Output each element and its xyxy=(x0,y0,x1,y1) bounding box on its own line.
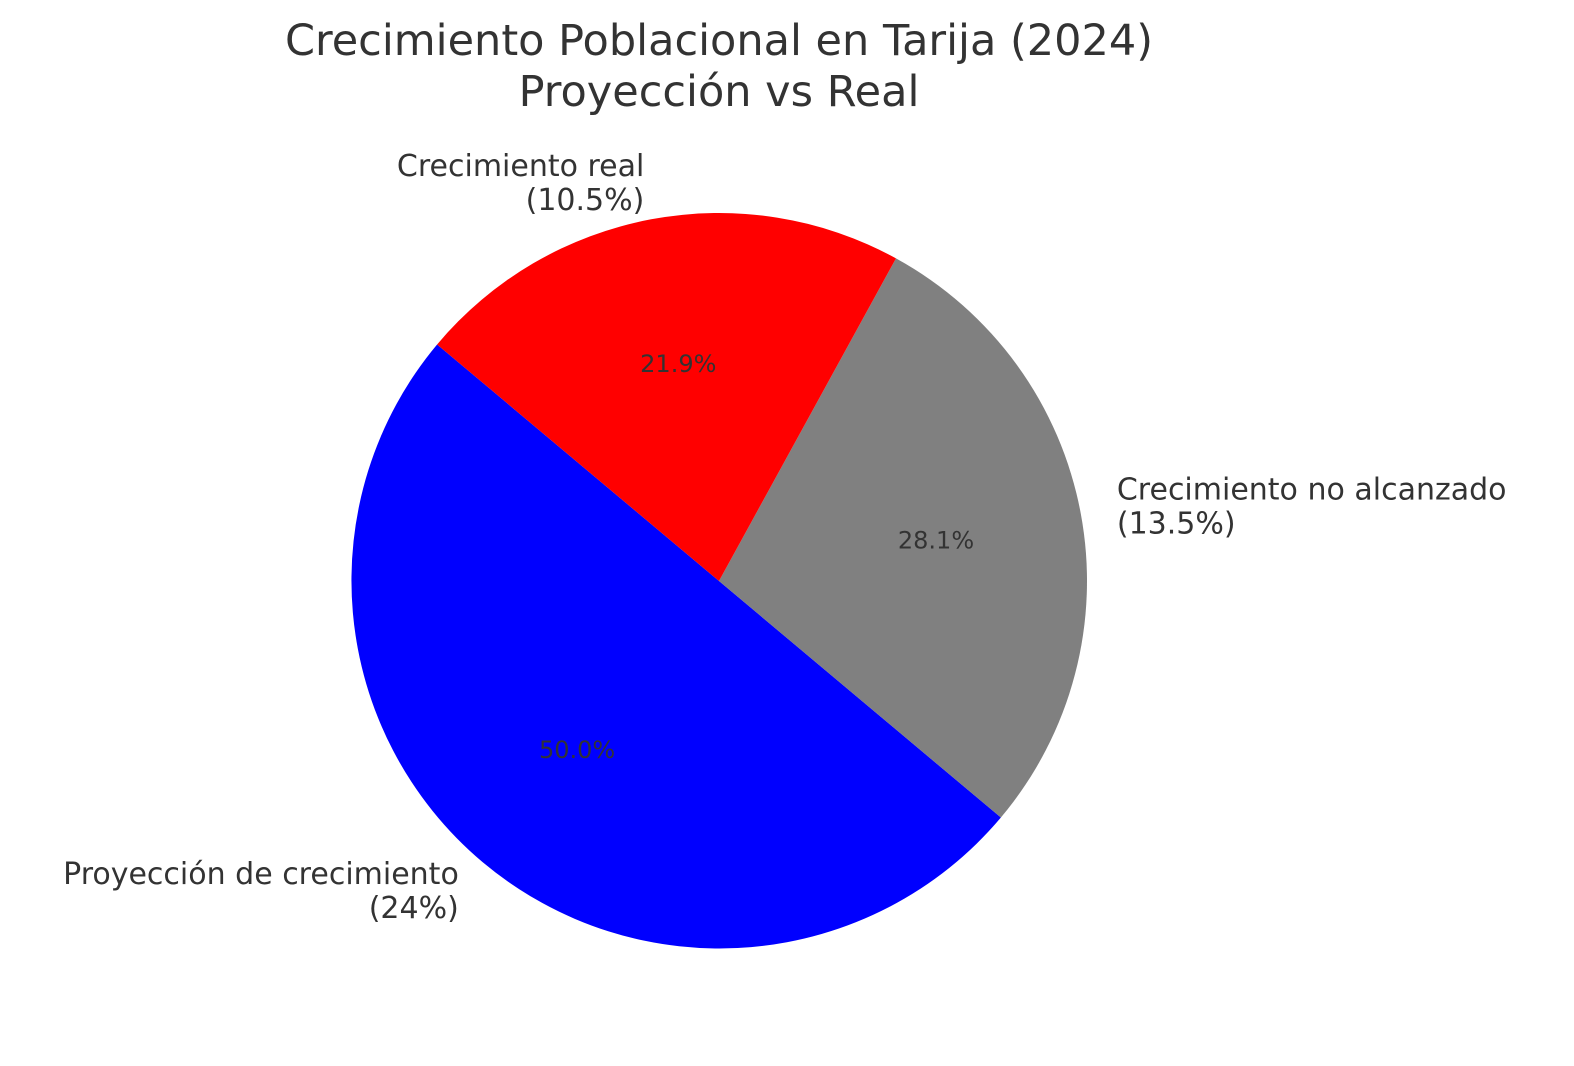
chart-title: Crecimiento Poblacional en Tarija (2024)… xyxy=(285,16,1153,117)
pie-slice-label-1: Crecimiento no alcanzado (13.5%) xyxy=(1117,472,1507,541)
pie-slice-2 xyxy=(437,212,896,581)
pie-slice-label-2-line-0: Crecimiento real xyxy=(397,149,644,184)
pie-percent-labels: 50.0% 28.1% 21.9% xyxy=(539,350,974,764)
pie-slice-0 xyxy=(351,344,1001,949)
pie-slice-label-1-line-1: (13.5%) xyxy=(1117,506,1236,541)
pie-slice-label-0: Proyección de crecimiento (24%) xyxy=(63,857,459,926)
pie-percent-label-2: 21.9% xyxy=(640,350,716,378)
pie-percent-label-0: 50.0% xyxy=(539,736,615,764)
chart-title-line-2: Proyección vs Real xyxy=(519,67,920,117)
pie-outer-labels: Proyección de crecimiento (24%) Crecimient… xyxy=(63,149,1506,926)
pie-slice-label-2-line-1: (10.5%) xyxy=(526,183,645,218)
pie-slices xyxy=(351,212,1088,949)
pie-slice-label-0-line-0: Proyección de crecimiento xyxy=(63,857,459,892)
pie-slice-label-1-line-0: Crecimiento no alcanzado xyxy=(1117,472,1507,507)
pie-slice-1 xyxy=(719,258,1088,818)
chart-title-line-1: Crecimiento Poblacional en Tarija (2024) xyxy=(285,16,1153,66)
pie-slice-label-2: Crecimiento real (10.5%) xyxy=(397,149,644,218)
pie-slice-label-0-line-1: (24%) xyxy=(369,891,459,926)
pie-percent-label-1: 28.1% xyxy=(898,526,974,554)
